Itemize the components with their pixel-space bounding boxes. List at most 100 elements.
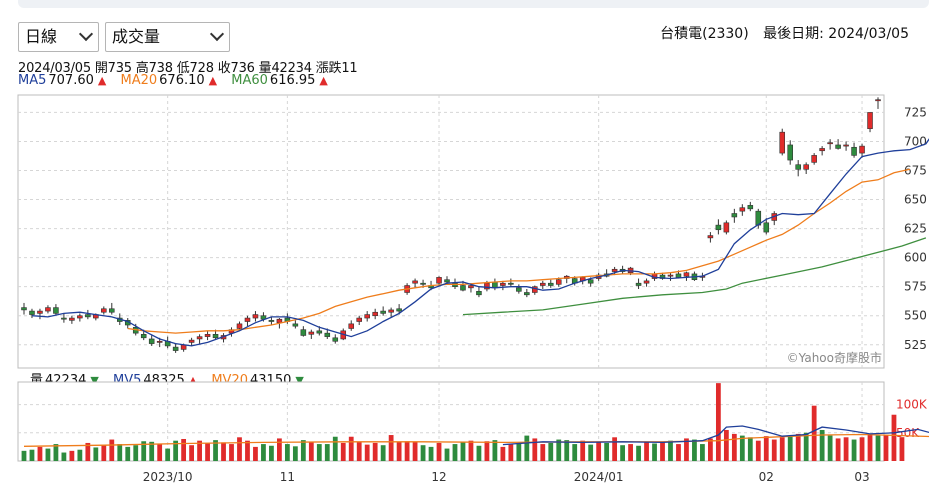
candle-body (37, 310, 43, 314)
date-tick-label: 2024/01 (574, 470, 624, 484)
candle-body (859, 145, 865, 154)
indicator-select[interactable]: 成交量 (105, 22, 230, 52)
candle-body (508, 282, 514, 285)
volume-bar (412, 441, 418, 461)
candle-body (524, 292, 530, 296)
volume-bar (141, 441, 147, 461)
candle-body (45, 307, 51, 312)
volume-bar (652, 443, 657, 461)
mv5-arrow-icon: ▲ (188, 374, 198, 387)
candle-body (787, 144, 793, 161)
volume-bar (165, 448, 171, 461)
ma60-line (462, 237, 927, 316)
date-tick-label: 12 (431, 470, 446, 484)
volume-bar (372, 442, 378, 461)
volume-bar (29, 449, 35, 461)
volume-bar (460, 441, 466, 461)
volume-bar (604, 442, 610, 461)
stock-header: 台積電(2330) 最後日期: 2024/03/05 (650, 23, 909, 43)
candle-body (300, 329, 307, 336)
volume-bar (636, 445, 641, 461)
price-tick-label: 625 (904, 222, 927, 236)
volume-tick-label: 100K (896, 398, 928, 412)
volume-bar (708, 438, 713, 461)
candle-body (268, 320, 275, 322)
period-select[interactable]: 日線 (18, 22, 99, 52)
volume-bar (723, 429, 729, 461)
ma-legend: MA5 707.60 ▲ MA20 676.10 ▲ MA60 616.95 ▲ (18, 73, 338, 88)
candle-body (675, 273, 682, 278)
candle-body (356, 317, 362, 322)
ma5-arrow-icon: ▲ (97, 74, 107, 87)
volume-bar (93, 447, 99, 461)
candle-body (683, 272, 690, 277)
candle-body (827, 142, 833, 145)
date-tick-label: 11 (280, 470, 295, 484)
candle-body (316, 330, 323, 334)
volume-bar (779, 437, 785, 461)
volume-bar (388, 435, 394, 461)
candle-body (364, 314, 370, 319)
volume-bar (548, 442, 554, 461)
volume-bar (45, 448, 51, 461)
volume-bar (53, 444, 59, 461)
candle-body (731, 213, 738, 218)
ma60-label: MA60 (231, 73, 268, 88)
volume-bar (125, 446, 131, 461)
volume-bar (205, 443, 210, 461)
candle-body (667, 274, 674, 277)
ma20-line (127, 168, 911, 334)
candle-body (436, 277, 442, 284)
volume-panel (17, 381, 885, 462)
volume-bar (269, 445, 274, 461)
volume-bar (580, 440, 586, 461)
volume-bar (620, 445, 625, 461)
volume-bar (245, 440, 250, 461)
volume-bar (492, 440, 498, 461)
candle-body (244, 317, 251, 322)
volume-bar (556, 439, 562, 461)
volume-bar (668, 440, 673, 461)
volume-bar (700, 444, 705, 461)
volume-bar (508, 443, 514, 461)
volume-bar (284, 444, 290, 461)
volume-bar (61, 452, 67, 461)
date-tick-label: 2023/10 (143, 470, 193, 484)
candle-body (61, 317, 67, 320)
candle-body (587, 279, 594, 284)
volume-bar (891, 414, 897, 461)
ma5-label: MA5 (18, 73, 47, 88)
volume-bar (468, 440, 474, 461)
volume-bar (875, 435, 881, 461)
volume-bar (229, 444, 234, 461)
candle-body (324, 332, 331, 337)
candle-body (252, 314, 259, 319)
candle-body (715, 224, 722, 231)
volume-bar (787, 435, 793, 461)
volume-bar (181, 438, 187, 461)
volume-bar (85, 442, 91, 461)
candle-body (811, 155, 817, 163)
volume-bar (747, 437, 753, 461)
candle-body (412, 280, 418, 284)
period-select-value: 日線 (25, 27, 58, 46)
volume-bar (771, 439, 777, 461)
candle-body (69, 317, 75, 321)
ma20-label: MA20 (120, 73, 158, 88)
volume-bar (644, 442, 649, 461)
candle-body (396, 308, 402, 312)
ma60-arrow-icon: ▲ (319, 74, 328, 87)
candle-body (611, 268, 618, 272)
ohlc-summary: 2024/03/05 開735 高738 低728 收736 量42234 漲跌… (18, 61, 358, 76)
volume-bar (588, 444, 594, 461)
volume-bar (157, 444, 163, 461)
volume-bar (676, 444, 681, 461)
candle-body (420, 282, 426, 285)
volume-bar (692, 439, 697, 461)
candle-body (236, 323, 243, 329)
candle-body (292, 323, 299, 327)
volume-bar (364, 444, 370, 461)
volume-bar (324, 444, 330, 461)
ma5-value: 707.60 (48, 73, 94, 88)
